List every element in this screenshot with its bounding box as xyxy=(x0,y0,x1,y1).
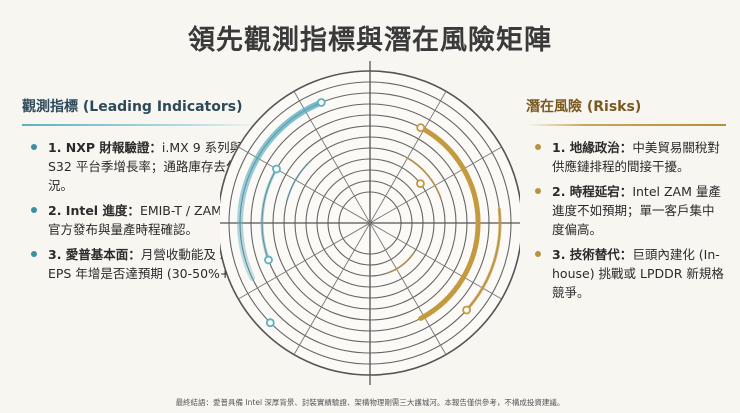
risk-text-3: 巨頭內建化 (In-house) 挑戰或 LPDDR 新規格競爭。 xyxy=(552,247,724,300)
bullet-dot-icon xyxy=(535,144,541,150)
radar-marker xyxy=(316,98,326,107)
risk-item-3: 3. 技術替代：巨頭內建化 (In-house) 挑戰或 LPDDR 新規格競爭… xyxy=(526,245,726,302)
radar-marker xyxy=(416,123,426,133)
indicator-arc xyxy=(237,99,325,281)
risks-title: 潛在風險 (Risks) xyxy=(526,99,642,115)
indicator-item-1: 1. NXP 財報驗證：i.MX 9 系列與 S32 平台季增長率；通路庫存去化… xyxy=(22,138,252,195)
risks-panel: 潛在風險 (Risks) 1. 地緣政治：中美貿易關稅對供應鏈排程的間接干擾。 … xyxy=(526,96,726,308)
indicator-heading-3: 3. 愛普基本面： xyxy=(48,247,141,262)
indicator-item-3: 3. 愛普基本面：月營收動能及 2026 EPS 年增是否達預期 (30-50%… xyxy=(22,245,252,283)
indicator-heading-1: 1. NXP 財報驗證： xyxy=(48,140,162,155)
risk-arc xyxy=(465,207,502,312)
risk-text-2: Intel ZAM 量產進度不如預期；單一客戶集中度偏高。 xyxy=(552,184,721,237)
indicator-arc xyxy=(285,161,311,202)
indicator-item-2: 2. Intel 進度：EMIB-T / ZAM 專案官方發布與量產時程確認。 xyxy=(22,201,252,239)
risk-text-1: 中美貿易關稅對供應鏈排程的間接干擾。 xyxy=(552,140,720,174)
risk-item-2: 2. 時程延宕：Intel ZAM 量產進度不如預期；單一客戶集中度偏高。 xyxy=(526,182,726,239)
radar-arcs xyxy=(237,99,502,321)
radar-markers xyxy=(264,98,472,328)
radar-marker xyxy=(462,305,472,315)
indicator-arc xyxy=(260,167,278,262)
indicator-text-1: i.MX 9 系列與 S32 平台季增長率；通路庫存去化狀況。 xyxy=(48,140,251,193)
risk-heading-3: 3. 技術替代： xyxy=(552,247,633,262)
radar-spokes xyxy=(220,61,520,385)
risk-arc xyxy=(387,252,415,274)
bullet-dot-icon xyxy=(535,251,541,257)
radar-diagram xyxy=(220,61,520,385)
indicators-divider xyxy=(22,124,262,126)
risk-heading-2: 2. 時程延宕： xyxy=(552,184,633,199)
bullet-dot-icon xyxy=(31,144,37,150)
indicators-title: 觀測指標 (Leading Indicators) xyxy=(22,99,243,115)
radar-marker xyxy=(416,179,425,188)
bullet-dot-icon xyxy=(535,188,541,194)
bullet-dot-icon xyxy=(31,207,37,213)
risk-item-1: 1. 地緣政治：中美貿易關稅對供應鏈排程的間接干擾。 xyxy=(526,138,726,176)
radar-marker xyxy=(272,164,281,174)
bullet-dot-icon xyxy=(31,251,37,257)
page-title: 領先觀測指標與潛在風險矩陣 xyxy=(188,25,552,56)
risks-divider xyxy=(526,124,726,126)
risk-arc xyxy=(418,125,481,321)
indicators-panel: 觀測指標 (Leading Indicators) 1. NXP 財報驗證：i.… xyxy=(22,96,262,289)
risk-heading-1: 1. 地緣政治： xyxy=(552,140,633,155)
radar-marker xyxy=(264,255,273,265)
indicator-heading-2: 2. Intel 進度： xyxy=(48,203,140,218)
radar-marker xyxy=(265,318,275,328)
radar-spoke xyxy=(238,146,502,300)
footer-note: 最終結語：愛普具備 Intel 深厚背景、封裝實績驗證、架構物理剛需三大護城河。… xyxy=(175,398,565,407)
risk-arc xyxy=(406,157,442,199)
